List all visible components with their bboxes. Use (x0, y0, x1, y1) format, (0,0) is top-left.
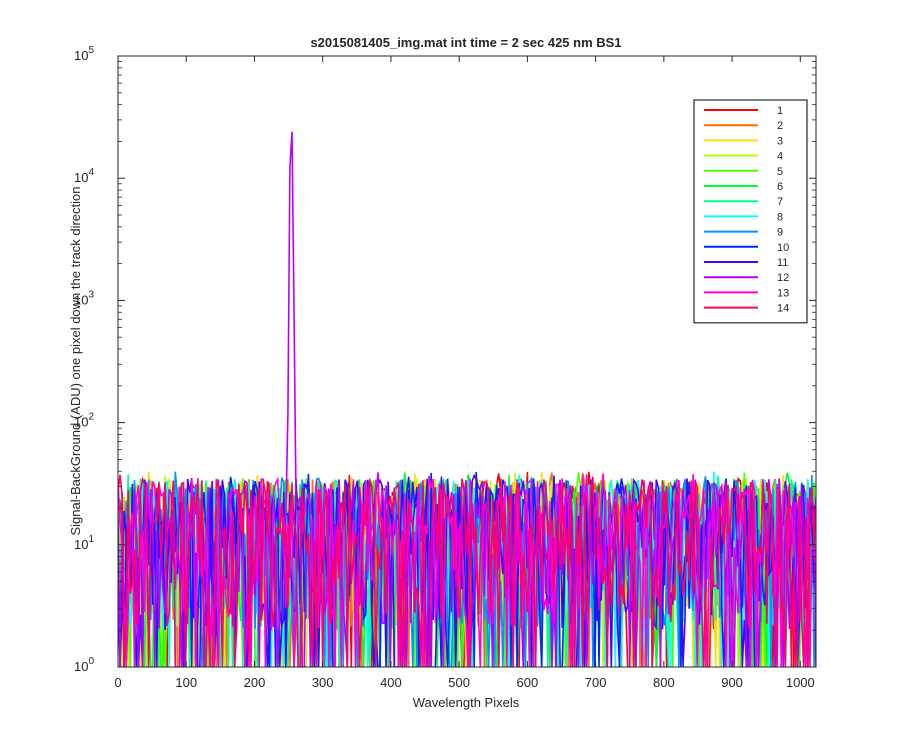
x-tick-label: 500 (448, 675, 470, 690)
legend-label: 2 (777, 120, 783, 132)
chart-title: s2015081405_img.mat int time = 2 sec 425… (310, 35, 621, 50)
y-tick-label: 105 (74, 45, 94, 63)
legend-label: 11 (777, 257, 788, 269)
legend-label: 13 (777, 287, 789, 299)
legend-label: 14 (777, 303, 789, 315)
x-axis-label: Wavelength Pixels (413, 695, 520, 710)
legend-box (693, 99, 808, 324)
x-tick-label: 400 (380, 675, 402, 690)
x-tick-label: 300 (312, 675, 334, 690)
legend-label: 8 (777, 211, 783, 223)
x-tick-label: 100 (175, 675, 197, 690)
legend-label: 7 (777, 196, 783, 208)
y-axis-label: Signal-BackGround (ADU) one pixel down t… (68, 186, 83, 535)
y-tick-label: 100 (74, 656, 94, 674)
legend-label: 3 (777, 135, 783, 147)
legend-label: 6 (777, 181, 783, 193)
plot-lines (118, 131, 816, 667)
x-axis: 0 100 200 300 400 500 600 700 800 900 1000 (114, 56, 815, 690)
legend-label: 12 (777, 272, 789, 284)
x-tick-label: 600 (517, 675, 539, 690)
x-tick-label: 1000 (786, 675, 815, 690)
x-tick-label: 700 (585, 675, 607, 690)
y-tick-label: 104 (74, 167, 94, 185)
legend-label: 10 (777, 242, 789, 254)
legend-label: 9 (777, 227, 783, 239)
series-11-line (118, 473, 816, 667)
x-tick-label: 900 (721, 675, 743, 690)
legend-label: 5 (777, 166, 783, 178)
axes-box (117, 55, 817, 668)
x-tick-label: 0 (114, 675, 121, 690)
legend-label: 1 (777, 105, 783, 117)
x-tick-label: 800 (653, 675, 675, 690)
legend-label: 4 (777, 151, 783, 163)
series-13-line (118, 473, 816, 667)
x-tick-label: 200 (244, 675, 266, 690)
series-14-line (118, 474, 816, 667)
